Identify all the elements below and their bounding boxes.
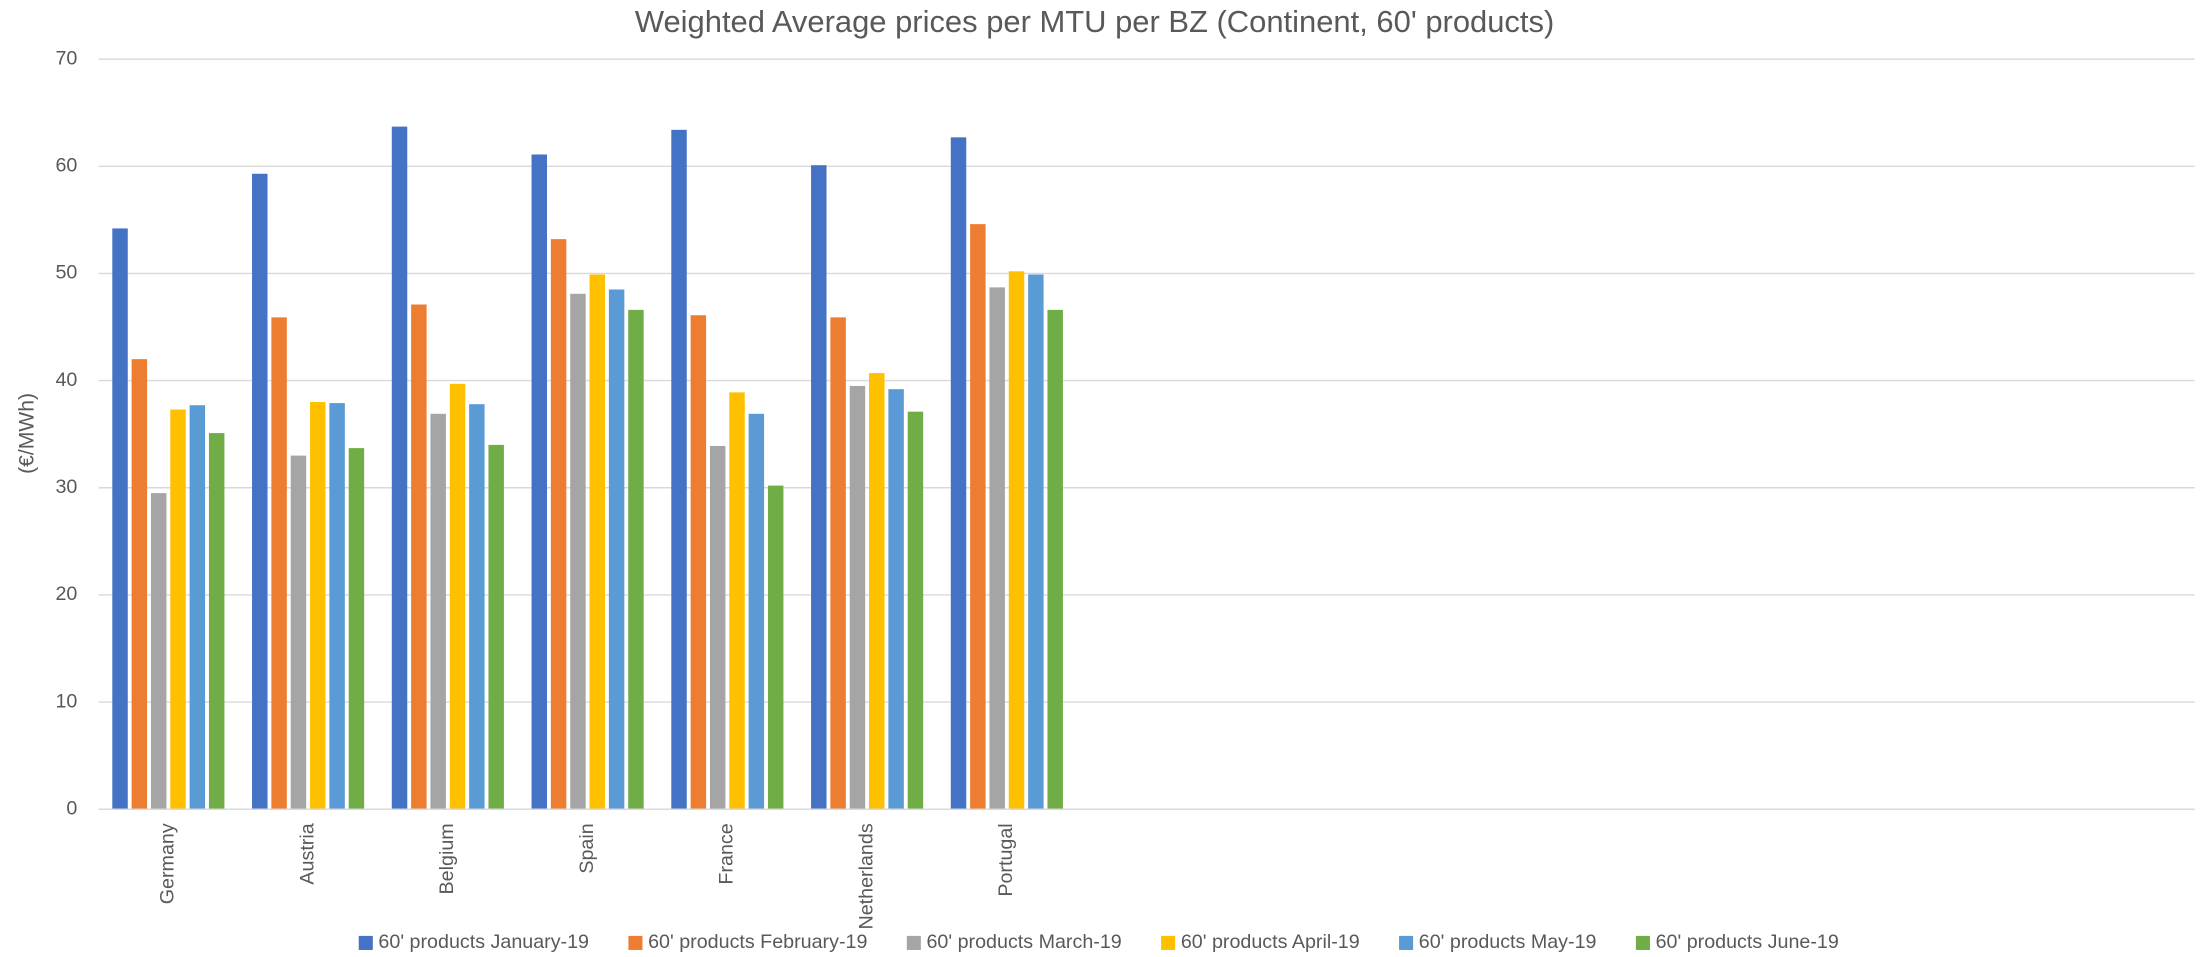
legend-swatch [1161,935,1176,950]
y-tick-label: 20 [55,583,77,605]
y-tick-label: 0 [66,797,77,819]
bar [849,385,866,810]
legend-swatch [1399,935,1414,950]
bar [112,228,128,810]
bar [729,392,745,810]
bar [970,224,986,810]
legend-label: 60' products January-19 [378,931,589,953]
bar [348,448,365,810]
bar [488,444,504,810]
bar [888,389,904,810]
legend-label: 60' products May-19 [1419,931,1597,953]
legend-label: 60' products March-19 [926,931,1121,953]
bar [170,409,186,810]
bar [811,165,827,810]
x-tick-label: Spain [576,823,598,873]
y-tick-label: 40 [55,369,77,391]
bar [131,359,148,810]
bar [767,485,784,810]
x-tick-label: France [716,823,738,884]
legend-swatch [1635,935,1650,950]
bar [1028,274,1044,810]
bar [391,126,408,810]
bar [271,317,287,810]
y-axis-label: (€/MWh) [16,393,39,474]
x-tick-label: Netherlands [855,823,877,929]
bar [208,433,225,810]
bar [570,293,586,810]
bar [671,129,687,810]
y-tick-label: 30 [55,476,77,498]
legend-swatch [628,935,643,950]
bar [550,239,567,810]
x-tick-label: Germany [157,823,179,904]
bar [869,373,885,810]
bar [290,455,307,810]
bar [950,137,967,810]
bar [589,274,606,810]
bar [329,403,345,810]
bar [830,317,846,810]
bar [907,411,924,810]
y-tick-label: 60 [55,154,77,176]
bar [252,173,268,810]
bar [608,289,625,810]
bar [748,413,765,810]
legend-label: 60' products June-19 [1656,931,1839,953]
legend-label: 60' products February-19 [648,931,867,953]
y-tick-label: 10 [55,690,77,712]
y-tick-label: 70 [55,47,77,69]
bar [469,404,485,810]
bar [411,304,427,810]
bar [989,287,1005,810]
x-tick-label: Portugal [995,823,1017,896]
bar [709,445,726,810]
bar [1008,271,1025,810]
bar [310,402,326,810]
chart-title: Weighted Average prices per MTU per BZ (… [635,4,1554,39]
legend-label: 60' products April-19 [1181,931,1360,953]
bar [1047,309,1063,810]
x-tick-label: Austria [296,823,318,884]
y-tick-label: 50 [55,262,77,284]
legend-swatch [906,935,921,950]
bar [690,315,707,810]
bar [628,309,644,810]
bar [150,493,167,810]
bar [430,413,446,810]
bar [189,405,206,810]
bar [531,154,548,810]
legend-swatch [358,935,373,950]
x-tick-label: Belgium [436,823,458,894]
bar [449,383,466,810]
